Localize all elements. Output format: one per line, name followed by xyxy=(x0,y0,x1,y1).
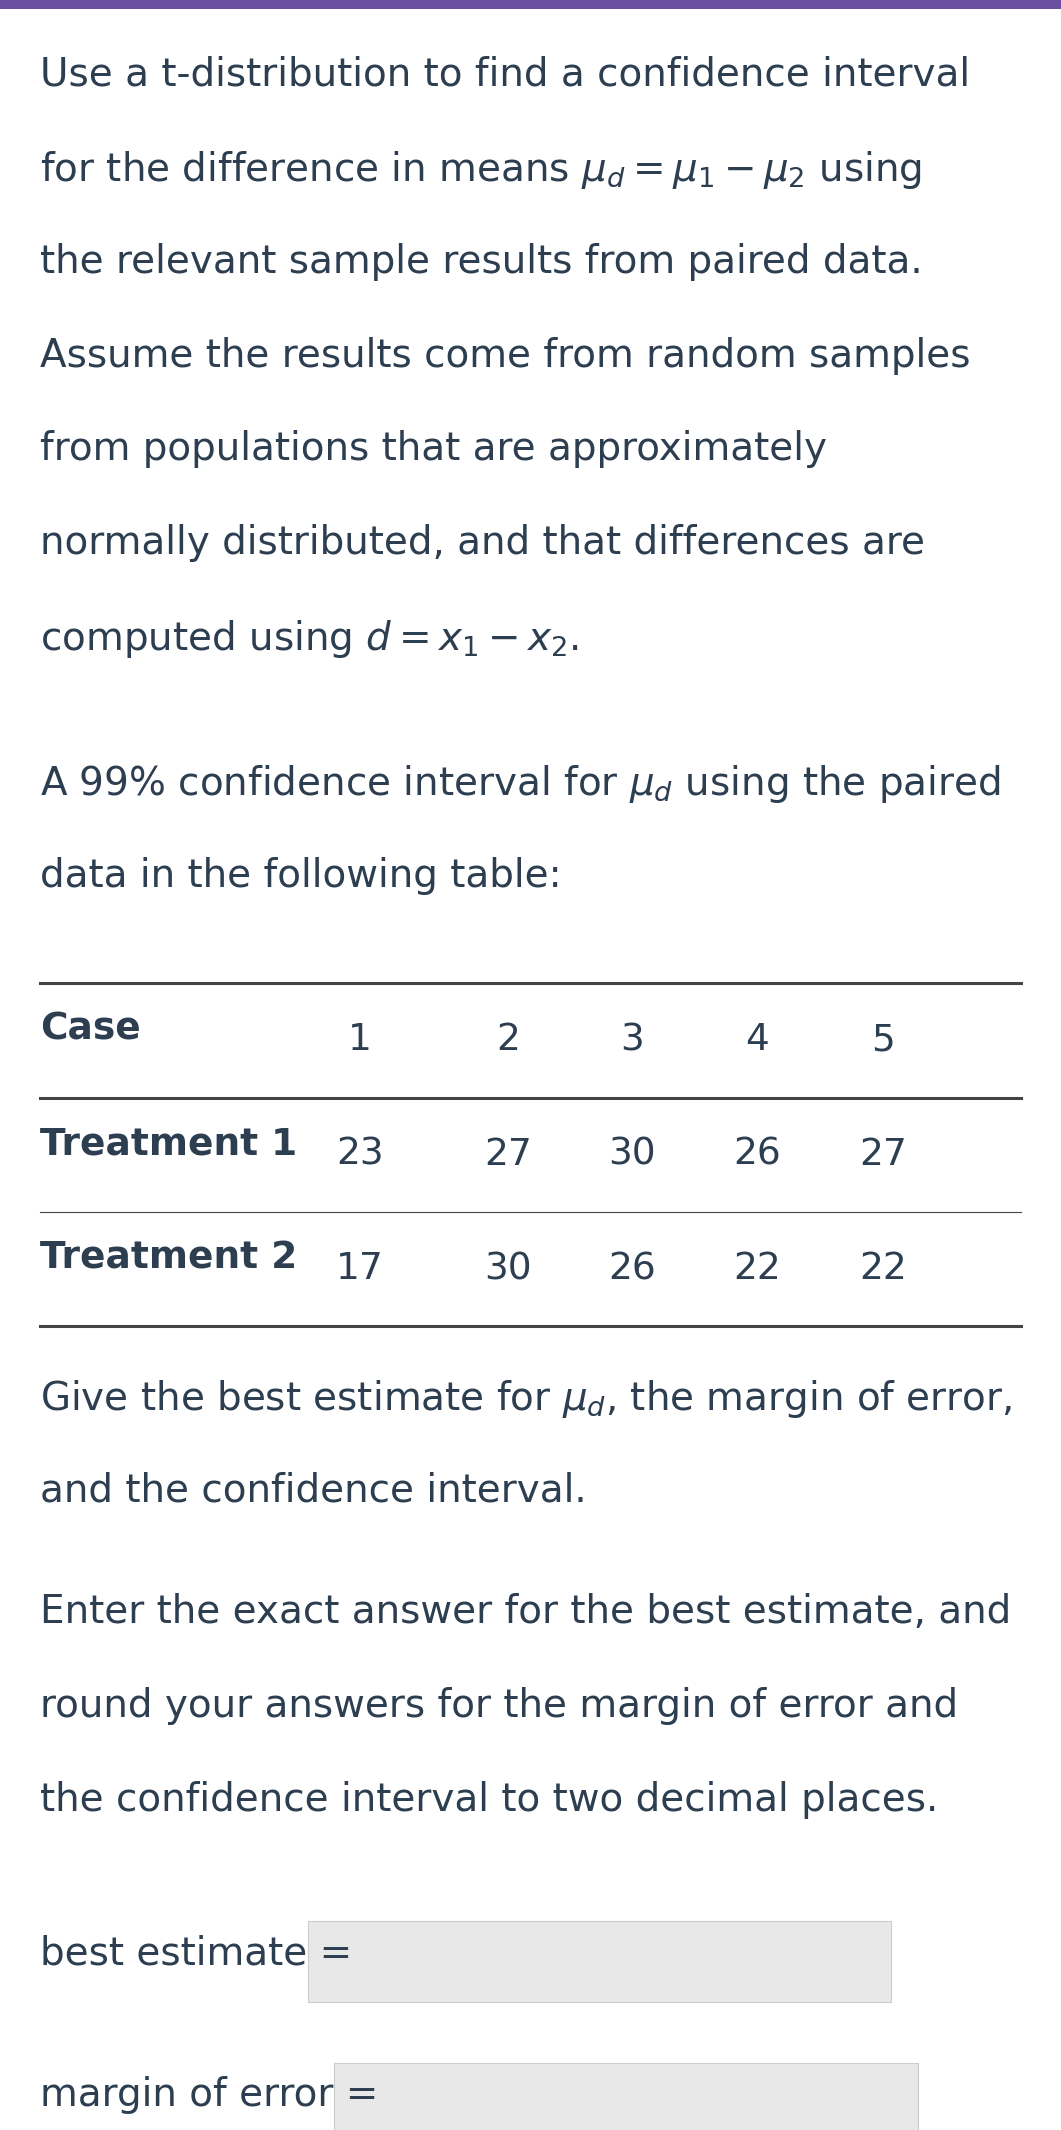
Text: 23: 23 xyxy=(336,1137,383,1174)
Text: 27: 27 xyxy=(484,1137,533,1174)
Text: the confidence interval to two decimal places.: the confidence interval to two decimal p… xyxy=(40,1781,939,1819)
Text: 2: 2 xyxy=(497,1022,520,1059)
FancyBboxPatch shape xyxy=(308,1921,891,2002)
FancyBboxPatch shape xyxy=(334,2064,918,2130)
Text: 30: 30 xyxy=(609,1137,656,1174)
Text: 27: 27 xyxy=(858,1137,907,1174)
Text: round your answers for the margin of error and: round your answers for the margin of err… xyxy=(40,1687,958,1725)
Text: 17: 17 xyxy=(335,1250,384,1287)
Text: Assume the results come from random samples: Assume the results come from random samp… xyxy=(40,337,971,375)
Text: from populations that are approximately: from populations that are approximately xyxy=(40,430,828,469)
Text: 26: 26 xyxy=(608,1250,657,1287)
Text: best estimate =: best estimate = xyxy=(40,1934,352,1972)
Text: Case: Case xyxy=(40,1012,141,1048)
Text: 22: 22 xyxy=(858,1250,907,1287)
Text: data in the following table:: data in the following table: xyxy=(40,856,562,895)
Text: 3: 3 xyxy=(621,1022,644,1059)
Text: Give the best estimate for $\mu_d$, the margin of error,: Give the best estimate for $\mu_d$, the … xyxy=(40,1378,1012,1421)
Text: 4: 4 xyxy=(746,1022,769,1059)
Text: 5: 5 xyxy=(871,1022,894,1059)
Text: normally distributed, and that differences are: normally distributed, and that differenc… xyxy=(40,524,925,562)
Text: Treatment 1: Treatment 1 xyxy=(40,1127,297,1163)
Text: computed using $d = x_1 - x_2$.: computed using $d = x_1 - x_2$. xyxy=(40,618,579,660)
Text: Treatment 2: Treatment 2 xyxy=(40,1240,297,1276)
Text: 1: 1 xyxy=(348,1022,371,1059)
Text: margin of error =: margin of error = xyxy=(40,2077,379,2115)
Text: Use a t-distribution to find a confidence interval: Use a t-distribution to find a confidenc… xyxy=(40,55,971,94)
Text: A 99% confidence interval for $\mu_d$ using the paired: A 99% confidence interval for $\mu_d$ us… xyxy=(40,763,1001,805)
Text: 22: 22 xyxy=(733,1250,782,1287)
Bar xyxy=(0,0,1061,9)
Text: the relevant sample results from paired data.: the relevant sample results from paired … xyxy=(40,243,923,281)
Text: and the confidence interval.: and the confidence interval. xyxy=(40,1472,587,1510)
Text: 30: 30 xyxy=(485,1250,532,1287)
Text: Enter the exact answer for the best estimate, and: Enter the exact answer for the best esti… xyxy=(40,1593,1011,1632)
Text: for the difference in means $\mu_d = \mu_1 - \mu_2$ using: for the difference in means $\mu_d = \mu… xyxy=(40,149,922,192)
Text: 26: 26 xyxy=(733,1137,782,1174)
